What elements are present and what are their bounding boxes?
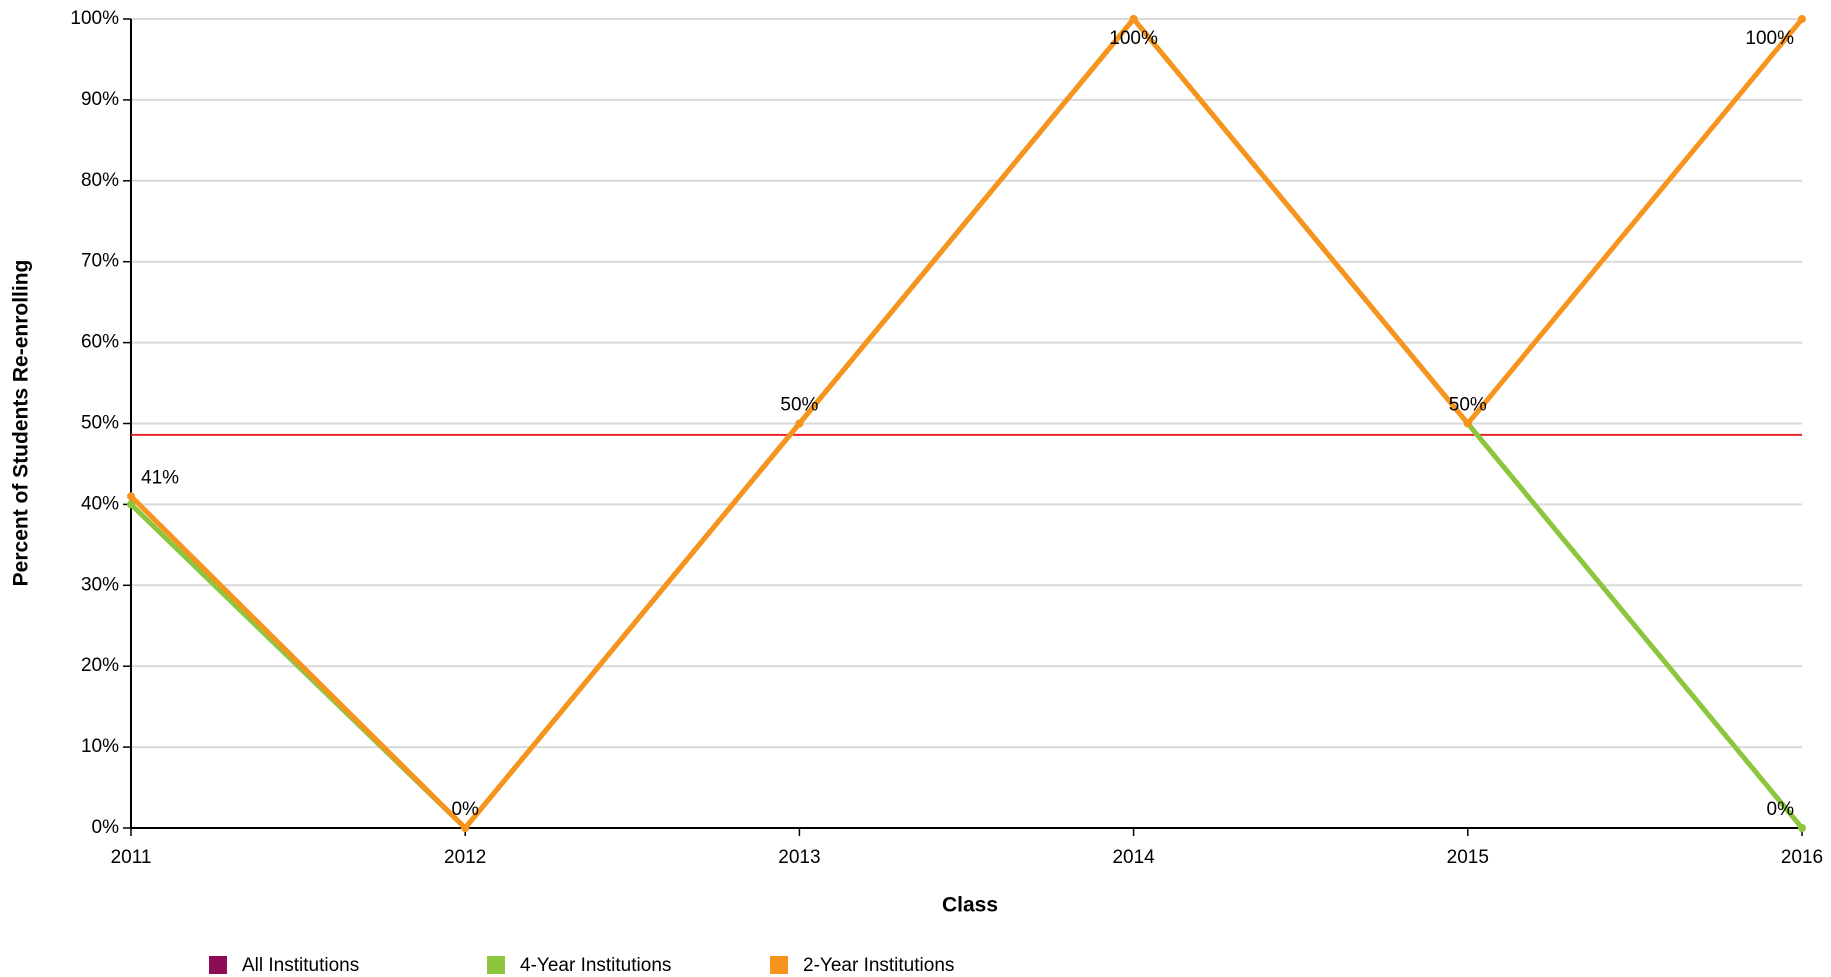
data-label: 100%: [1745, 28, 1794, 49]
x-tick-label: 2013: [778, 847, 820, 868]
x-tick-label: 2012: [444, 847, 486, 868]
point: [127, 492, 135, 501]
y-tick-label: 10%: [81, 736, 119, 757]
data-label: 50%: [1449, 395, 1487, 416]
legend-label: All Institutions: [242, 955, 359, 976]
y-axis-title: Percent of Students Re-enrolling: [10, 260, 33, 587]
y-tick-label: 90%: [81, 89, 119, 110]
x-tick-label: 2016: [1781, 847, 1823, 868]
y-tick-label: 100%: [70, 8, 119, 29]
point: [1798, 824, 1806, 832]
data-label: 41%: [141, 467, 179, 488]
series-line: [129, 16, 1804, 831]
y-tick-label: 80%: [81, 170, 119, 191]
point: [1463, 419, 1472, 428]
legend-swatch: [487, 956, 505, 974]
x-tick-label: 2011: [111, 847, 152, 868]
point: [795, 419, 804, 428]
data-label: 50%: [780, 395, 818, 416]
legend-label: 4-Year Institutions: [520, 955, 671, 976]
y-tick-label: 60%: [81, 332, 119, 353]
y-tick-label: 0%: [92, 817, 120, 838]
y-tick-label: 70%: [81, 251, 119, 272]
x-axis-title: Class: [942, 894, 998, 917]
data-label: 0%: [451, 799, 479, 820]
x-tick-label: 2014: [1112, 847, 1155, 868]
y-tick-label: 30%: [81, 574, 119, 595]
y-tick-label: 20%: [81, 655, 119, 676]
point: [1129, 15, 1138, 23]
legend-swatch: [209, 956, 227, 974]
point: [127, 500, 135, 509]
legend-swatch: [770, 956, 788, 974]
x-tick-label: 2015: [1447, 847, 1489, 868]
y-tick-label: 40%: [81, 493, 119, 514]
point: [1798, 15, 1806, 23]
point: [461, 824, 470, 832]
y-tick-label: 50%: [81, 413, 119, 434]
data-label: 100%: [1109, 28, 1158, 49]
legend-label: 2-Year Institutions: [803, 955, 954, 976]
data-label: 0%: [1767, 799, 1795, 820]
